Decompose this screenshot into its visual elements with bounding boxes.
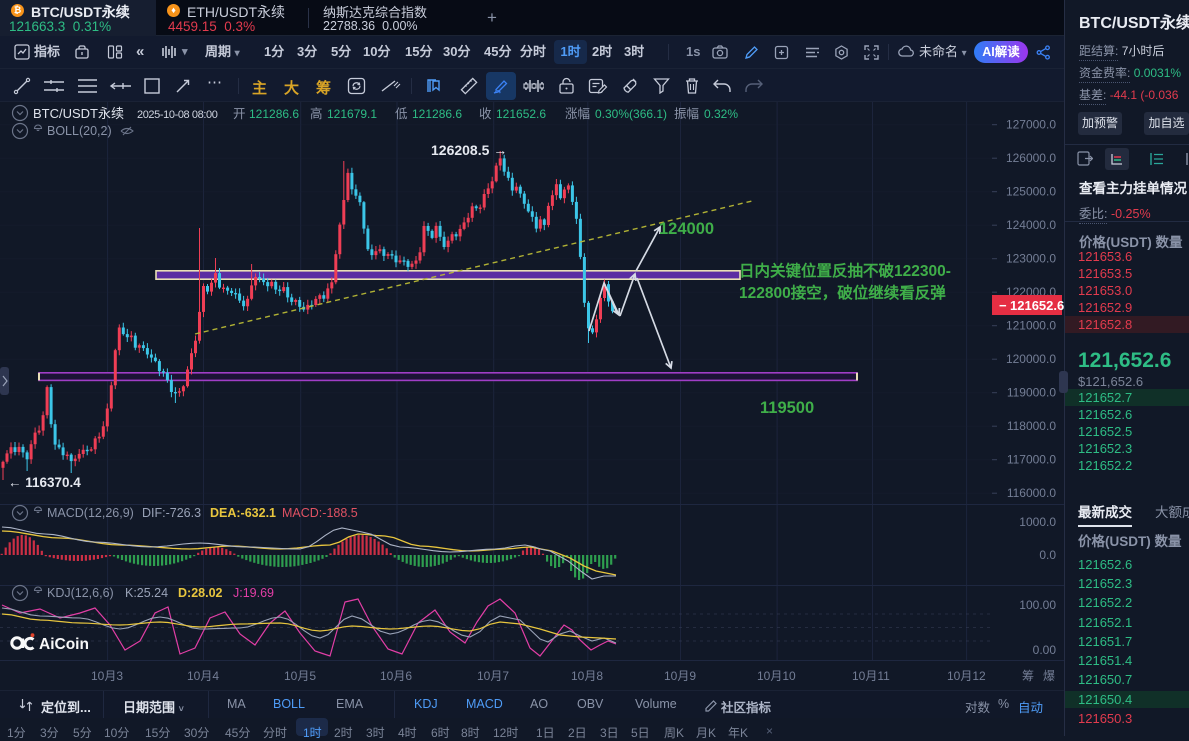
svg-text:← 116370.4: ← 116370.4 [8, 475, 81, 490]
svg-text:MACD(12,26,9): MACD(12,26,9) [47, 506, 134, 520]
svg-text:120000.0: 120000.0 [1006, 352, 1056, 366]
svg-text:日内关键位置反抽不破122300-: 日内关键位置反抽不破122300- [739, 261, 951, 280]
svg-text:0.00: 0.00 [1033, 643, 1057, 657]
svg-text:122800接空，破位继续看反弹: 122800接空，破位继续看反弹 [739, 283, 946, 302]
svg-text:116000.0: 116000.0 [1007, 486, 1056, 500]
svg-text:KDJ(12,6,6): KDJ(12,6,6) [47, 586, 114, 600]
svg-text:K:25.24: K:25.24 [125, 586, 168, 600]
svg-text:123000.0: 123000.0 [1006, 252, 1056, 266]
svg-text:0.30%(366.1): 0.30%(366.1) [595, 107, 667, 121]
svg-text:−: − [999, 298, 1007, 313]
svg-text:AiCoin: AiCoin [39, 636, 89, 653]
svg-text:BOLL(20,2): BOLL(20,2) [47, 124, 112, 138]
svg-text:121652.6: 121652.6 [1010, 298, 1064, 313]
svg-text:J:19.69: J:19.69 [233, 586, 274, 600]
svg-text:127000.0: 127000.0 [1006, 118, 1056, 132]
svg-text:121652.6: 121652.6 [496, 107, 546, 121]
svg-text:121679.1: 121679.1 [327, 107, 377, 121]
svg-text:121286.6: 121286.6 [249, 107, 299, 121]
svg-text:119000.0: 119000.0 [1007, 386, 1056, 400]
svg-text:2025-10-08 08:00: 2025-10-08 08:00 [137, 109, 218, 121]
svg-text:121286.6: 121286.6 [412, 107, 462, 121]
svg-text:BTC/USDT永续: BTC/USDT永续 [33, 106, 124, 121]
svg-text:126000.0: 126000.0 [1006, 151, 1056, 165]
svg-text:124000: 124000 [659, 220, 714, 238]
svg-text:117000.0: 117000.0 [1007, 453, 1056, 467]
svg-text:高: 高 [310, 106, 323, 121]
svg-text:振幅: 振幅 [674, 106, 699, 121]
svg-text:开: 开 [233, 107, 246, 121]
svg-text:0.0: 0.0 [1039, 548, 1056, 562]
svg-text:126208.5 →: 126208.5 → [431, 142, 507, 158]
svg-text:119500: 119500 [760, 399, 814, 417]
svg-text:MACD:-188.5: MACD:-188.5 [282, 506, 358, 520]
svg-text:0.32%: 0.32% [704, 107, 738, 121]
svg-text:D:28.02: D:28.02 [178, 586, 223, 600]
svg-text:124000.0: 124000.0 [1006, 218, 1056, 232]
svg-text:125000.0: 125000.0 [1006, 185, 1056, 199]
svg-text:DEA:-632.1: DEA:-632.1 [210, 506, 276, 520]
svg-text:118000.0: 118000.0 [1007, 419, 1056, 433]
svg-text:涨幅: 涨幅 [565, 106, 590, 121]
svg-text:DIF:-726.3: DIF:-726.3 [142, 506, 201, 520]
svg-text:121000.0: 121000.0 [1006, 319, 1056, 333]
svg-text:1000.0: 1000.0 [1019, 515, 1056, 529]
svg-text:100.00: 100.00 [1019, 598, 1056, 612]
svg-text:低: 低 [395, 107, 408, 121]
svg-text:收: 收 [479, 107, 492, 121]
